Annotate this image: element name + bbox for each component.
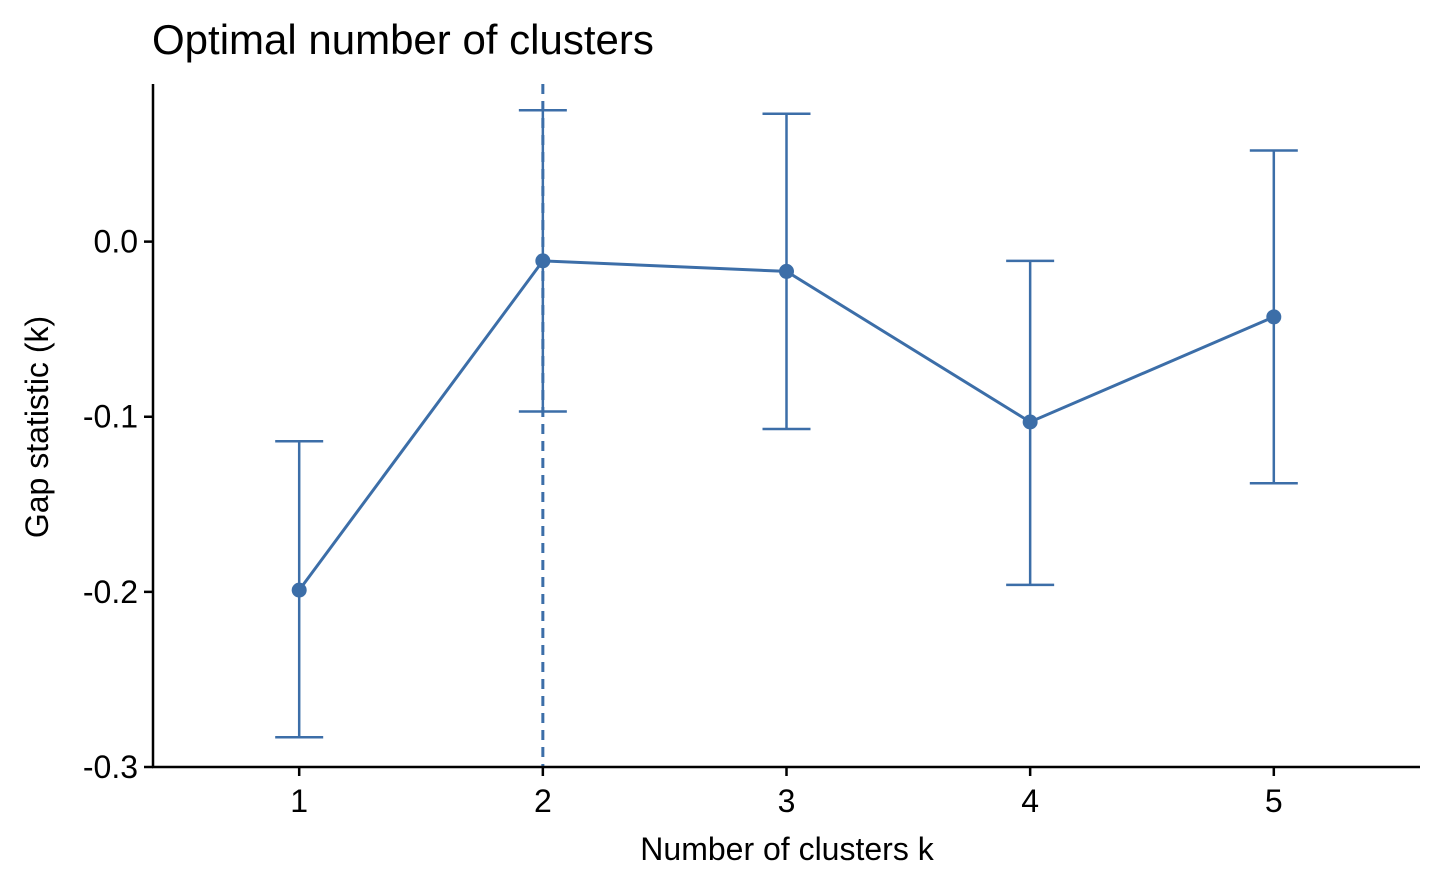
y-tick-label: 0.0: [94, 224, 138, 260]
x-tick-label: 3: [778, 783, 796, 819]
plot-area: [275, 84, 1298, 767]
x-axis-label: Number of clusters k: [640, 831, 934, 867]
x-tick-label: 4: [1021, 783, 1039, 819]
y-tick-label: -0.1: [83, 399, 138, 435]
chart-title: Optimal number of clusters: [152, 16, 654, 63]
y-tick-label: -0.2: [83, 574, 138, 610]
data-point: [1266, 309, 1282, 325]
x-tick-label: 2: [534, 783, 552, 819]
data-point: [535, 253, 551, 269]
x-tick-label: 1: [290, 783, 308, 819]
data-point: [291, 582, 307, 598]
y-tick-label: -0.3: [83, 749, 138, 785]
ticks: 1 2 3 4 5 -0.3 -0.2 -0.1 0.0: [83, 224, 1283, 819]
x-tick-label: 5: [1265, 783, 1283, 819]
data-point: [779, 263, 794, 279]
data-point: [1022, 414, 1038, 430]
y-axis-label: Gap statistic (k): [19, 316, 55, 538]
